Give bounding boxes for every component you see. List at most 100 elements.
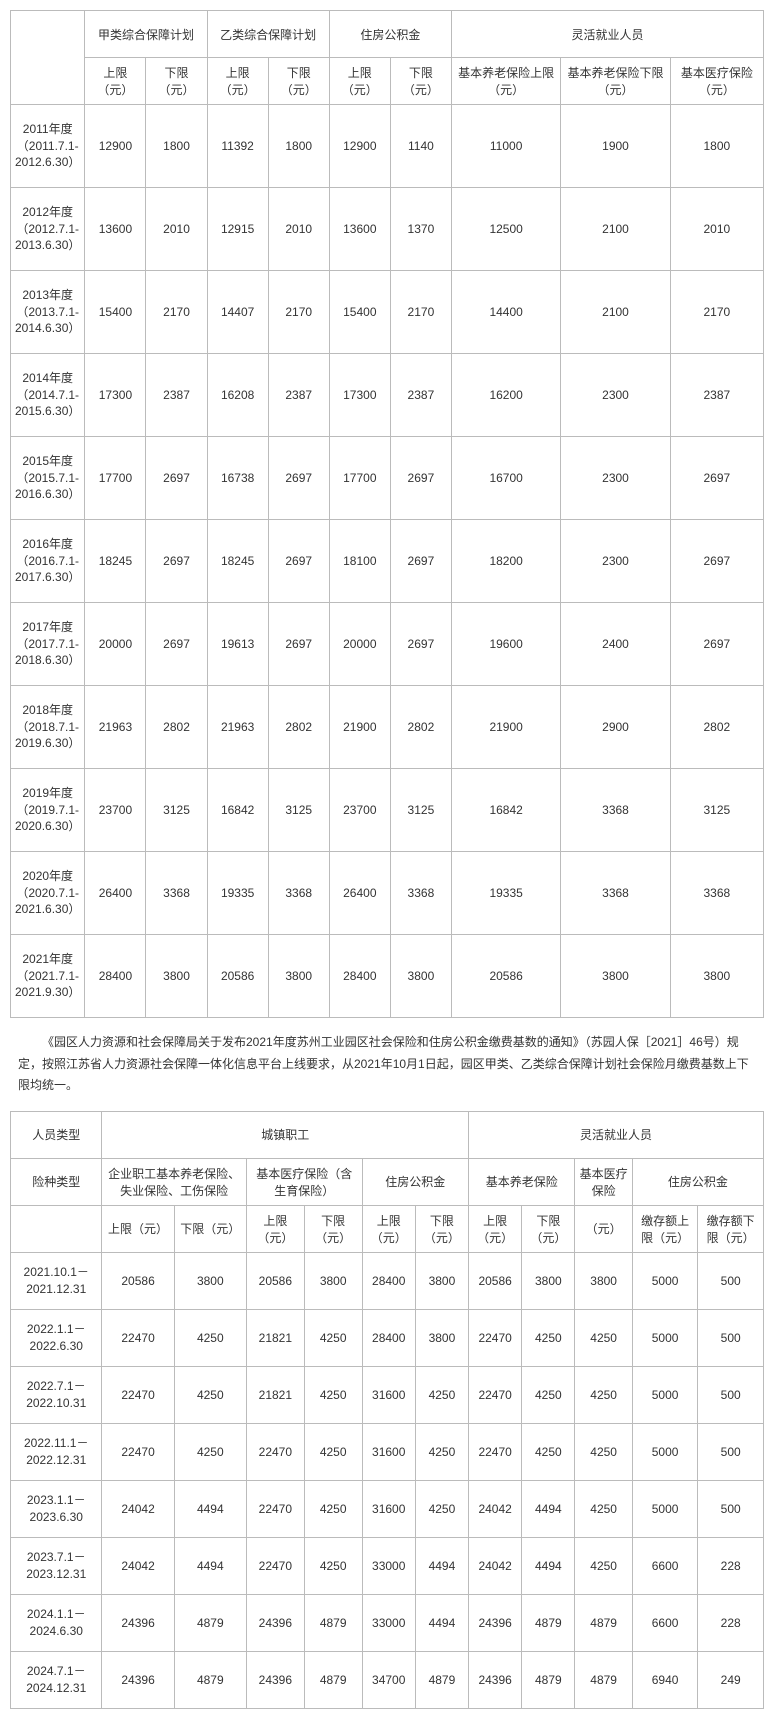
t1-cell: 2100	[561, 188, 670, 271]
t2-cell: 4879	[415, 1651, 468, 1708]
t1-cell: 18100	[329, 520, 390, 603]
t1-cell: 2387	[670, 354, 763, 437]
t1-row-range-end: 2013.6.30）	[15, 237, 80, 254]
t2-cell: 4494	[522, 1480, 575, 1537]
t1-row-label: 2014年度（2014.7.1-2015.6.30）	[11, 354, 85, 437]
t2-cell: 28400	[362, 1309, 415, 1366]
t2-head-row-3: 上限（元） 下限（元） 上限（元） 下限（元） 上限（元） 下限（元） 上限（元…	[11, 1205, 764, 1252]
t1-row-range-start: （2016.7.1-	[15, 553, 80, 570]
table-row: 2021.10.1－2021.12.3120586380020586380028…	[11, 1252, 764, 1309]
t1-cell: 14407	[207, 271, 268, 354]
t2-cell: 21821	[246, 1366, 304, 1423]
t2-cell: 21821	[246, 1309, 304, 1366]
insurance-base-table-2: 人员类型 城镇职工 灵活就业人员 险种类型 企业职工基本养老保险、失业保险、工伤…	[10, 1111, 764, 1709]
table-row: 2022.11.1－2022.12.3122470425022470425031…	[11, 1423, 764, 1480]
t1-row-range-end: 2015.6.30）	[15, 403, 80, 420]
t1-cell: 16842	[207, 769, 268, 852]
t2-cell: 24396	[246, 1651, 304, 1708]
t2-row-label: 2022.1.1－2022.6.30	[11, 1309, 102, 1366]
t1-row-label: 2013年度（2013.7.1-2014.6.30）	[11, 271, 85, 354]
t1-cell: 15400	[329, 271, 390, 354]
t1-cell: 12915	[207, 188, 268, 271]
t1-row-year: 2017年度	[15, 619, 80, 636]
t1-row-label: 2019年度（2019.7.1-2020.6.30）	[11, 769, 85, 852]
t2-cell: 6940	[632, 1651, 698, 1708]
t2-cell: 33000	[362, 1537, 415, 1594]
t1-cell: 1140	[390, 105, 451, 188]
t2-cell: 228	[698, 1537, 764, 1594]
t1-cell: 17300	[329, 354, 390, 437]
t1-cell: 16200	[451, 354, 560, 437]
t1-cell: 3368	[561, 769, 670, 852]
t1-row-year: 2014年度	[15, 370, 80, 387]
t2-h-flex-medical: 基本医疗保险	[575, 1158, 632, 1205]
t1-cell: 20000	[329, 603, 390, 686]
t1-cell: 16700	[451, 437, 560, 520]
t1-cell: 13600	[85, 188, 146, 271]
table-row: 2021年度（2021.7.1-2021.9.30）28400 3800 20586…	[11, 935, 764, 1018]
t2-row-label: 2022.11.1－2022.12.31	[11, 1423, 102, 1480]
t1-row-year: 2012年度	[15, 204, 80, 221]
t1-h-flex-pension-up: 基本养老保险上限（元）	[451, 58, 560, 105]
t2-cell: 22470	[246, 1480, 304, 1537]
t2-h-down-2: 下限（元）	[304, 1205, 362, 1252]
t1-cell: 17700	[85, 437, 146, 520]
t2-cell: 4494	[415, 1594, 468, 1651]
t1-cell: 26400	[329, 852, 390, 935]
t1-row-range-start: （2018.7.1-	[15, 719, 80, 736]
t1-cell: 20586	[207, 935, 268, 1018]
t2-cell: 4879	[522, 1594, 575, 1651]
t1-row-range-end: 2020.6.30）	[15, 818, 80, 835]
t1-row-year: 2020年度	[15, 868, 80, 885]
t1-h-jia-down: 下限（元）	[146, 58, 207, 105]
t1-h-flex-medical: 基本医疗保险（元）	[670, 58, 763, 105]
t2-cell: 4879	[304, 1594, 362, 1651]
t1-row-range-start: （2013.7.1-	[15, 304, 80, 321]
t1-row-year: 2019年度	[15, 785, 80, 802]
t2-cell: 20586	[246, 1252, 304, 1309]
t1-cell: 2400	[561, 603, 670, 686]
t1-cell: 23700	[85, 769, 146, 852]
t1-cell: 2802	[268, 686, 329, 769]
t1-cell: 2802	[390, 686, 451, 769]
t2-cell: 3800	[415, 1252, 468, 1309]
t2-cell: 4250	[415, 1366, 468, 1423]
t1-row-range-end: 2017.6.30）	[15, 569, 80, 586]
t1-row-range-end: 2012.6.30）	[15, 154, 80, 171]
t1-cell: 2697	[670, 437, 763, 520]
t2-cell: 4250	[174, 1366, 246, 1423]
t1-cell: 2010	[146, 188, 207, 271]
t1-cell: 2802	[670, 686, 763, 769]
table-row: 2015年度（2015.7.1-2016.6.30）17700269716738…	[11, 437, 764, 520]
t2-cell: 3800	[174, 1252, 246, 1309]
t2-h-person-type: 人员类型	[11, 1111, 102, 1158]
t1-cell: 3368	[561, 852, 670, 935]
t2-h-deposit-up: 缴存额上限（元）	[632, 1205, 698, 1252]
t1-cell: 2010	[268, 188, 329, 271]
table-row: 2018年度（2018.7.1-2019.6.30）21963280221963…	[11, 686, 764, 769]
t1-cell: 2300	[561, 520, 670, 603]
t2-cell: 28400	[362, 1252, 415, 1309]
t1-cell: 3368	[670, 852, 763, 935]
t2-cell: 4250	[522, 1423, 575, 1480]
table-row: 2012年度（2012.7.1-2013.6.30）13600201012915…	[11, 188, 764, 271]
t1-cell: 17300	[85, 354, 146, 437]
t1-row-year: 2013年度	[15, 287, 80, 304]
t1-row-label: 2021年度（2021.7.1-2021.9.30）	[11, 935, 85, 1018]
t1-cell: 2300	[561, 354, 670, 437]
t1-row-range-end: 2016.6.30）	[15, 486, 80, 503]
t1-cell: 2697	[146, 437, 207, 520]
t2-cell: 22470	[246, 1537, 304, 1594]
t1-cell: 3800	[390, 935, 451, 1018]
t1-cell: 21963	[85, 686, 146, 769]
t2-cell: 5000	[632, 1423, 698, 1480]
t1-row-range-end: 2021.9.30）	[15, 984, 80, 1001]
t2-h-down-4: 下限（元）	[522, 1205, 575, 1252]
t2-row-label: 2021.10.1－2021.12.31	[11, 1252, 102, 1309]
t2-cell: 22470	[469, 1309, 522, 1366]
insurance-base-table-1: 甲类综合保障计划 乙类综合保障计划 住房公积金 灵活就业人员 上限（元） 下限（…	[10, 10, 764, 1018]
t1-header-row-1: 甲类综合保障计划 乙类综合保障计划 住房公积金 灵活就业人员	[11, 11, 764, 58]
t1-cell: 28400	[85, 935, 146, 1018]
t1-cell: 21963	[207, 686, 268, 769]
t1-cell: 1370	[390, 188, 451, 271]
